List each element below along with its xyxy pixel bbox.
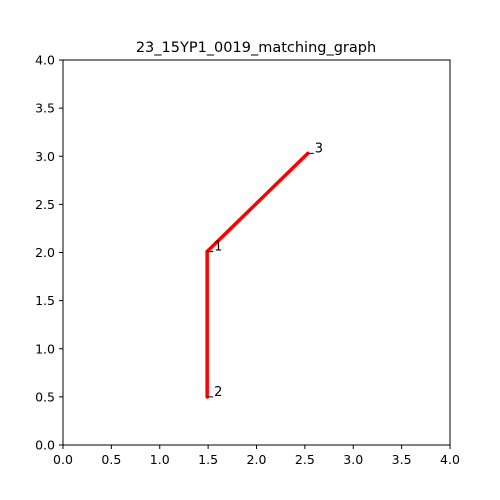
- node-label: 1: [214, 240, 222, 255]
- x-tick-label: 2.5: [295, 452, 315, 467]
- y-axis-ticks: 0.0 0.5 1.0 1.5 2.0 2.5 3.0 3.5 4.0: [35, 53, 63, 453]
- y-tick-label: 0.0: [35, 438, 55, 453]
- x-tick-label: 1.0: [150, 452, 170, 467]
- node-label: 3: [315, 141, 323, 156]
- x-tick-label: 4.0: [440, 452, 460, 467]
- y-tick-label: 2.5: [35, 197, 55, 212]
- y-tick-label: 0.5: [35, 389, 55, 404]
- node-label: 2: [214, 385, 222, 400]
- y-tick-label: 1.5: [35, 293, 55, 308]
- x-tick-label: 2.0: [247, 452, 267, 467]
- y-tick-label: 2.0: [35, 245, 55, 260]
- edges-layer: [205, 151, 310, 399]
- x-tick-label: 0.0: [53, 452, 73, 467]
- x-tick-label: 3.5: [392, 452, 412, 467]
- plot-area-frame: [62, 59, 451, 446]
- x-tick-label: 1.5: [198, 452, 218, 467]
- y-tick-label: 1.0: [35, 341, 55, 356]
- x-tick-label: 0.5: [101, 452, 121, 467]
- node-labels-layer: 1 2 3: [207, 141, 323, 400]
- chart-title: 23_15YP1_0019_matching_graph: [136, 40, 376, 56]
- x-tick-label: 3.0: [343, 452, 363, 467]
- graph-edge: [205, 151, 310, 254]
- x-axis-ticks: 0.0 0.5 1.0 1.5 2.0 2.5 3.0 3.5 4.0: [53, 445, 460, 467]
- y-tick-label: 3.0: [35, 149, 55, 164]
- y-tick-label: 3.5: [35, 101, 55, 116]
- y-tick-label: 4.0: [35, 53, 55, 68]
